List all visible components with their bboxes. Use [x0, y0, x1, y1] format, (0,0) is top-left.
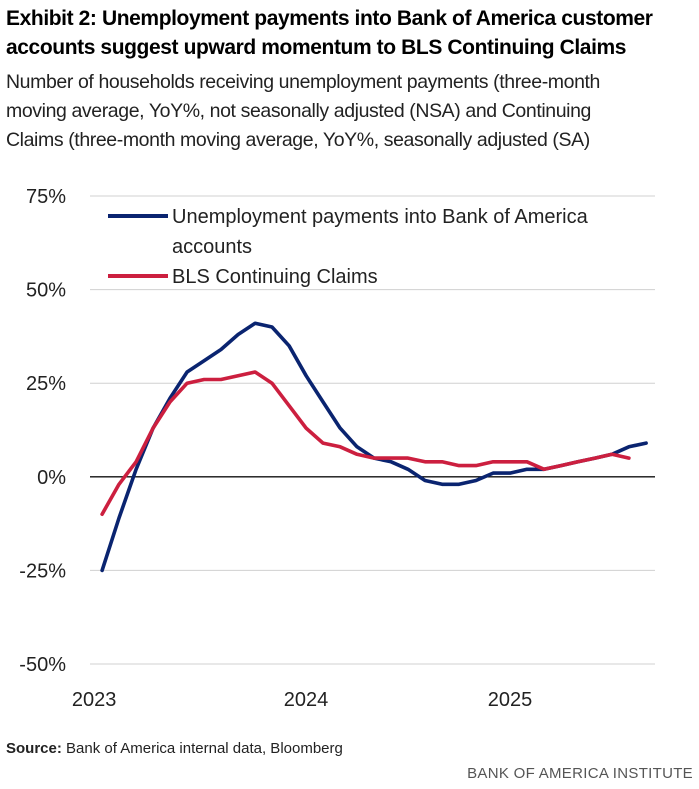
legend: Unemployment payments into Bank of Ameri…: [108, 206, 589, 288]
title-line-1: Exhibit 2: Unemployment payments into Ba…: [6, 7, 653, 30]
subtitle-line-1: Number of households receiving unemploym…: [6, 71, 600, 93]
y-tick-label: 25%: [26, 373, 66, 395]
x-tick-label: 2024: [284, 689, 329, 711]
y-tick-label: -25%: [19, 560, 66, 582]
subtitle-line-2: moving average, YoY%, not seasonally adj…: [6, 100, 591, 122]
x-tick-label: 2025: [488, 689, 533, 711]
y-axis-ticks: 75% 50% 25% 0% -25% -50%: [19, 186, 66, 676]
brand-footer: BANK OF AMERICA INSTITUTE: [467, 765, 693, 782]
series-group: [100, 321, 648, 573]
y-tick-label: 0%: [37, 467, 66, 489]
y-tick-label: 75%: [26, 186, 66, 208]
title-line-2: accounts suggest upward momentum to BLS …: [6, 36, 627, 59]
chart-subtitle: Number of households receiving unemploym…: [6, 68, 699, 155]
legend-label-boa-line-1: Unemployment payments into Bank of Ameri…: [172, 206, 589, 228]
source-text: Bank of America internal data, Bloomberg: [66, 740, 343, 757]
y-tick-label: -50%: [19, 654, 66, 676]
x-tick-label: 2023: [72, 689, 117, 711]
grid-lines: [90, 195, 655, 665]
x-axis-ticks: 2023 2024 2025: [72, 689, 532, 711]
legend-label-bls: BLS Continuing Claims: [172, 266, 378, 288]
y-tick-label: 50%: [26, 280, 66, 302]
legend-label-boa-line-2: accounts: [172, 236, 252, 258]
subtitle-line-3: Claims (three-month moving average, YoY%…: [6, 129, 590, 151]
series-line-bls-claims: [100, 370, 631, 517]
chart-title: Exhibit 2: Unemployment payments into Ba…: [6, 4, 699, 62]
source-note: Source: Bank of America internal data, B…: [6, 740, 343, 757]
series-line-boa-payments: [100, 321, 648, 573]
source-label: Source:: [6, 740, 62, 757]
